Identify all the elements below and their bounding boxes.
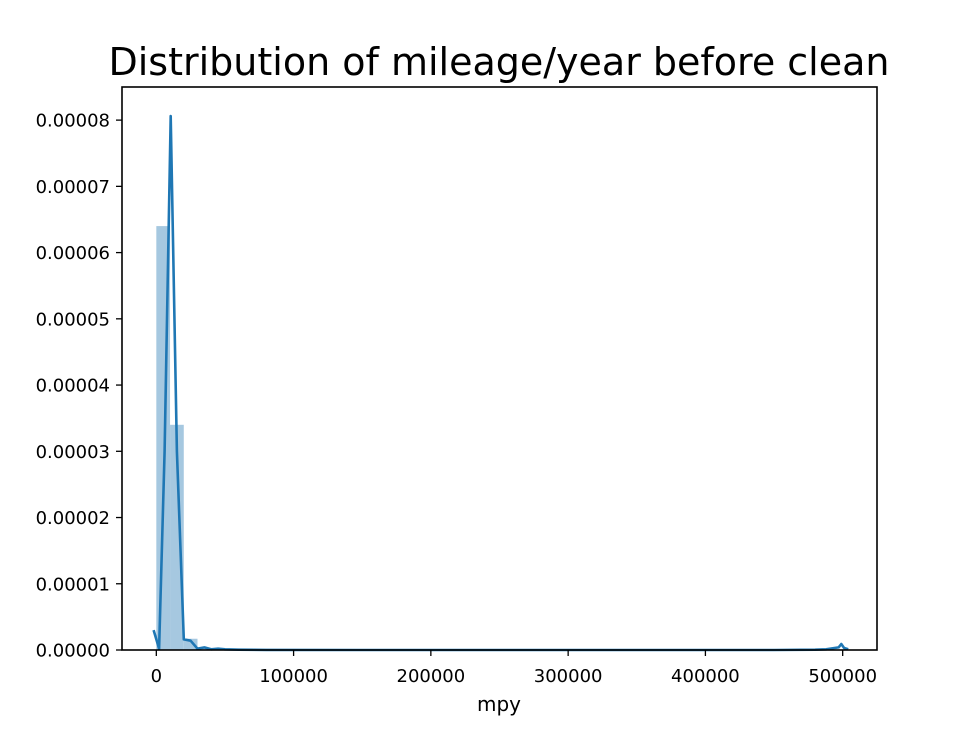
kde-line (154, 116, 849, 650)
x-tick-label: 300000 (534, 666, 603, 687)
x-tick-label: 500000 (808, 666, 877, 687)
y-tick-label: 0.00000 (36, 641, 110, 662)
plot-frame (122, 87, 877, 650)
histogram-bars (156, 226, 842, 650)
x-axis-label: mpy (477, 692, 521, 716)
x-tick-label: 400000 (671, 666, 740, 687)
x-tick-label: 200000 (397, 666, 466, 687)
chart-title: Distribution of mileage/year before clea… (108, 40, 889, 84)
x-tick-label: 0 (151, 666, 162, 687)
y-tick-label: 0.00006 (36, 243, 110, 264)
y-tick-label: 0.00003 (36, 442, 110, 463)
y-tick-label: 0.00005 (36, 309, 110, 330)
y-tick-label: 0.00004 (36, 376, 110, 397)
kde-curve-group (154, 116, 849, 650)
y-tick-label: 0.00008 (36, 111, 110, 132)
y-tick-label: 0.00002 (36, 508, 110, 529)
x-axis-ticks: 0 100000 200000 300000 400000 500000 (151, 650, 877, 687)
y-axis-ticks: 0.00000 0.00001 0.00002 0.00003 0.00004 0.000… (36, 111, 122, 662)
y-tick-label: 0.00007 (36, 177, 110, 198)
y-tick-label: 0.00001 (36, 574, 110, 595)
x-tick-label: 100000 (259, 666, 328, 687)
